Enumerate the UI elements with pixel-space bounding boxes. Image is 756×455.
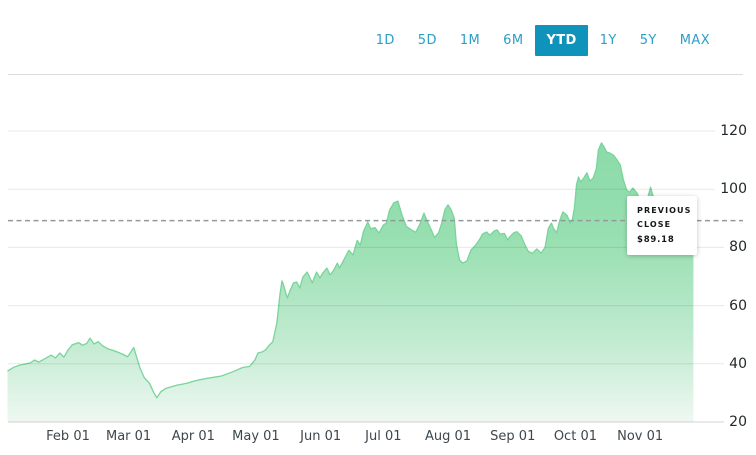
previous-close-price: $89.18 — [637, 235, 675, 245]
range-button-1y[interactable]: 1Y — [599, 33, 617, 48]
x-axis-label-feb-01: Feb 01 — [46, 429, 90, 444]
time-range-selector: 1D 5D 1M 6M YTD 1Y 5Y MAX — [376, 25, 710, 56]
range-button-max[interactable]: MAX — [679, 33, 710, 48]
x-axis-label-jun-01: Jun 01 — [300, 429, 342, 444]
y-axis-label-40: 40 — [724, 354, 747, 373]
range-button-6m[interactable]: 6M — [503, 33, 524, 48]
x-axis-label-nov-01: Nov 01 — [617, 429, 664, 444]
x-axis-label-sep-01: Sep 01 — [490, 429, 536, 444]
price-line — [7, 142, 694, 399]
y-axis-label-120: 120 — [715, 122, 747, 140]
x-axis-label-aug-01: Aug 01 — [425, 429, 472, 444]
range-button-5d[interactable]: 5D — [417, 33, 437, 48]
range-button-5y[interactable]: 5Y — [639, 33, 657, 48]
x-axis-label-may-01: May 01 — [232, 429, 280, 444]
header-divider — [8, 74, 743, 75]
y-axis-label-60: 60 — [724, 296, 747, 315]
previous-close-tooltip: PREVIOUS CLOSE $89.18 — [627, 196, 697, 255]
y-axis-label-80: 80 — [724, 238, 747, 257]
y-axis-label-20: 20 — [724, 413, 747, 431]
x-axis-label-apr-01: Apr 01 — [171, 429, 215, 444]
range-button-ytd[interactable]: YTD — [535, 25, 588, 56]
x-axis-label-jul-01: Jul 01 — [365, 429, 402, 444]
x-axis-label-mar-01: Mar 01 — [105, 429, 152, 444]
price-area-fill — [7, 142, 694, 422]
range-button-1m[interactable]: 1M — [459, 33, 481, 48]
y-axis-label-100: 100 — [715, 180, 747, 199]
range-button-1d[interactable]: 1D — [375, 33, 395, 48]
x-axis-label-oct-01: Oct 01 — [553, 429, 597, 444]
previous-close-label: PREVIOUS CLOSE — [637, 206, 692, 229]
